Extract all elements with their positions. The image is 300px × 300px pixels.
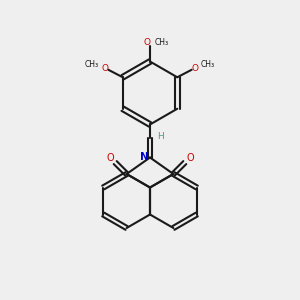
Text: O: O [186,153,194,163]
Text: H: H [157,132,164,141]
Text: O: O [106,153,114,163]
Text: O: O [101,64,108,73]
Text: N: N [140,152,148,162]
Text: CH₃: CH₃ [201,60,215,69]
Text: CH₃: CH₃ [154,38,169,47]
Text: CH₃: CH₃ [85,60,99,69]
Text: O: O [143,38,151,47]
Text: O: O [192,64,199,73]
